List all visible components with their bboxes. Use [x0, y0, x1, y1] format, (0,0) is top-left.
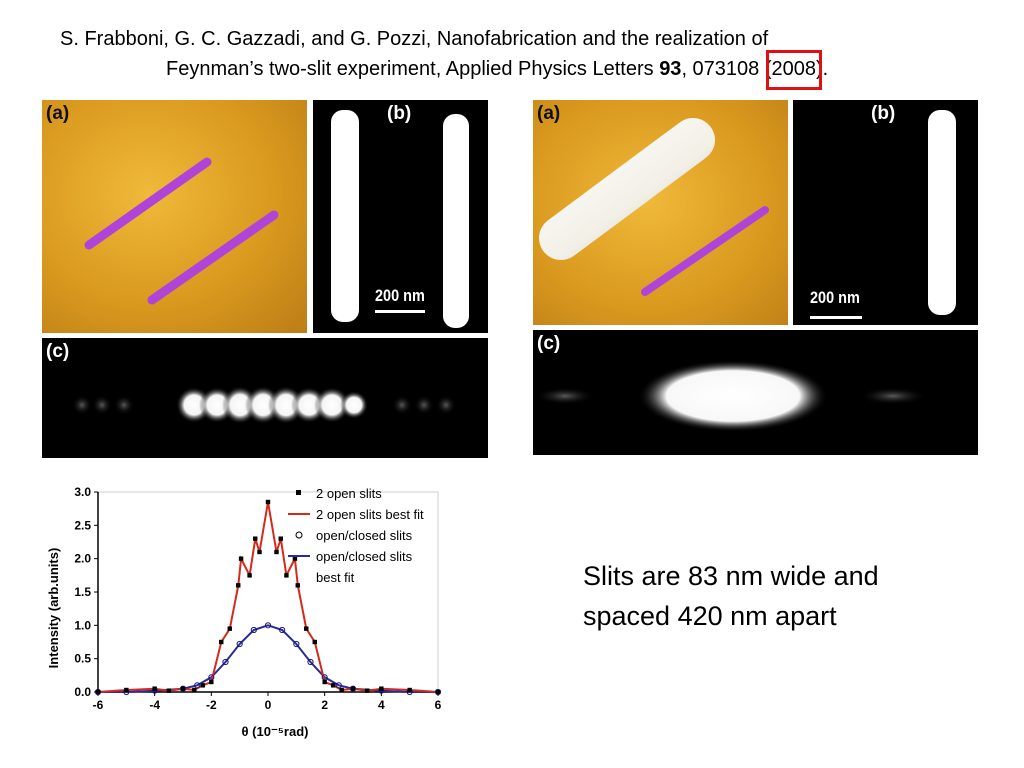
data-point-two-open: [274, 549, 279, 555]
data-point-open-closed: [94, 688, 102, 696]
caption: Slits are 83 nm wide and spaced 420 nm a…: [583, 556, 879, 636]
data-point-open-closed: [279, 626, 286, 634]
x-tick-label: 2: [321, 698, 328, 712]
panel-label-b: (b): [387, 103, 412, 124]
citation-journal: Feynman’s two-slit experiment, Applied P…: [166, 58, 660, 80]
y-tick-label: 3.0: [74, 485, 91, 499]
scale-bar-label: 200 nm: [375, 286, 425, 305]
data-point-two-open: [304, 626, 309, 631]
left-panel-b-image: (b) 200 nm: [313, 100, 488, 333]
y-tick-label: 2.0: [74, 552, 91, 566]
x-tick-label: 6: [435, 698, 442, 712]
legend-label: 2 open slits best fit: [316, 507, 424, 522]
data-point-open-closed: [194, 682, 201, 689]
data-point-open-closed: [250, 626, 257, 634]
data-point-two-open: [95, 689, 101, 695]
legend-marker-square: [296, 490, 301, 495]
y-tick-label: 1.0: [74, 618, 91, 632]
y-tick-label: 0.0: [74, 685, 91, 699]
data-point-open-closed: [222, 658, 229, 666]
legend-marker-circle: [295, 531, 303, 539]
data-point-two-open: [330, 683, 336, 688]
data-point-open-closed: [349, 685, 357, 692]
data-point-two-open: [350, 686, 356, 691]
data-point-two-open: [152, 686, 157, 691]
x-tick-label: -4: [149, 698, 160, 712]
panel-label-c: (c): [537, 333, 561, 354]
citation-volume: 93: [659, 58, 682, 80]
citation-pages: , 073108 (: [681, 58, 772, 80]
panel-label-b: (b): [871, 103, 896, 124]
data-point-two-open: [435, 689, 441, 695]
legend-label: 2 open slits: [316, 486, 382, 501]
panel-label-a: (a): [46, 103, 70, 124]
citation-year: 2008: [771, 58, 817, 80]
panel-label-c: (c): [46, 341, 70, 362]
data-point-two-open: [257, 549, 262, 555]
data-point-two-open: [209, 679, 214, 685]
legend-label: open/closed slits: [316, 528, 413, 543]
data-point-open-closed: [179, 685, 187, 692]
data-point-open-closed: [307, 658, 314, 666]
data-point-two-open: [192, 687, 197, 693]
data-point-two-open: [238, 556, 244, 561]
intensity-chart-svg: -6 -4 -2 0 2 4 6 0.0 0.5 1.0 1.5 2.0 2.5 3.0 2 open s…: [46, 485, 442, 739]
data-point-two-open: [219, 639, 224, 645]
data-point-two-open: [236, 583, 241, 588]
data-point-two-open: [180, 686, 186, 691]
data-point-two-open: [278, 536, 283, 541]
caption-line-1: Slits are 83 nm wide and: [583, 561, 879, 591]
x-tick-label: -6: [93, 698, 104, 712]
data-point-two-open: [265, 499, 271, 505]
scale-bar-label: 200 nm: [810, 288, 860, 307]
data-point-two-open: [292, 556, 298, 561]
y-tick-label: 2.5: [74, 518, 91, 532]
data-point-open-closed: [434, 688, 442, 696]
legend-label: open/closed slits: [316, 549, 413, 564]
left-panel-c-diffraction: (c): [42, 338, 488, 458]
data-point-open-closed: [236, 640, 243, 648]
citation-year-highlight: 2008: [765, 50, 823, 90]
data-point-open-closed: [293, 640, 300, 648]
citation-line-2: Feynman’s two-slit experiment, Applied P…: [166, 50, 828, 90]
data-point-open-closed: [264, 622, 272, 629]
intensity-chart: -6 -4 -2 0 2 4 6 0.0 0.5 1.0 1.5 2.0 2.5 3.0 2 open s…: [40, 478, 510, 748]
y-tick-label: 1.5: [74, 585, 91, 599]
data-point-two-open: [253, 536, 258, 541]
data-point-two-open: [124, 687, 129, 693]
right-panel-b-image: (b) 200 nm: [793, 100, 978, 325]
citation-line-1: S. Frabboni, G. C. Gazzadi, and G. Pozzi…: [60, 28, 769, 50]
right-panel-a-sem-image: (a): [533, 100, 788, 325]
data-point-two-open: [227, 626, 232, 631]
caption-line-2: spaced 420 nm apart: [583, 601, 837, 631]
plot-area: [97, 491, 439, 693]
right-panel-c-diffraction: (c): [533, 330, 978, 455]
data-point-open-closed: [335, 682, 342, 689]
y-tick-label: 0.5: [74, 652, 91, 666]
data-point-two-open: [166, 688, 172, 693]
data-point-two-open: [284, 573, 289, 578]
x-tick-label: 0: [265, 698, 272, 712]
data-point-two-open: [407, 687, 412, 693]
y-axis-label: Intensity (arb.units): [46, 548, 61, 669]
left-panel-a-sem-image: (a): [42, 100, 307, 333]
red-highlight-box: [765, 50, 823, 90]
legend-label: best fit: [316, 570, 355, 585]
data-point-two-open: [379, 686, 384, 691]
data-point-two-open: [247, 573, 252, 578]
data-point-two-open: [295, 583, 300, 588]
x-tick-label: -2: [206, 698, 217, 712]
data-point-two-open: [339, 687, 344, 693]
x-axis-label: θ (10⁻⁵rad): [242, 724, 309, 739]
data-point-two-open: [322, 679, 327, 685]
data-point-two-open: [200, 683, 206, 688]
panel-label-a: (a): [537, 103, 561, 124]
data-point-two-open: [364, 688, 370, 693]
x-tick-label: 4: [378, 698, 385, 712]
data-point-two-open: [312, 639, 317, 645]
